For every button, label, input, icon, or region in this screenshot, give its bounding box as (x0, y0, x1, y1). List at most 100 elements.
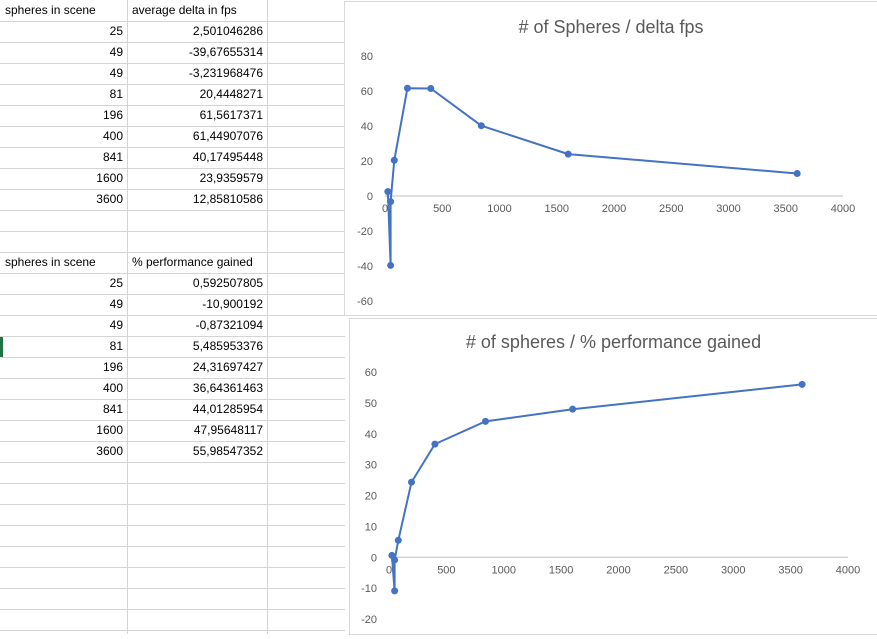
grid-row-line (0, 252, 345, 253)
grid-row-line (0, 504, 345, 505)
grid-row-line (0, 399, 345, 400)
data-cell[interactable]: 36,64361463 (192, 381, 263, 395)
data-cell[interactable]: -39,67655314 (188, 45, 263, 59)
data-cell[interactable]: 61,5617371 (199, 108, 263, 122)
data-cell[interactable]: 400 (102, 129, 123, 143)
data-point[interactable] (431, 440, 439, 448)
data-point[interactable] (798, 380, 806, 388)
grid-row-line (0, 567, 345, 568)
header-cell[interactable]: spheres in scene (5, 255, 96, 269)
data-point[interactable] (384, 188, 392, 196)
data-cell[interactable]: 25 (109, 276, 123, 290)
chart-performance-gained[interactable]: # of spheres / % performance gained -20 -1… (349, 318, 877, 635)
x-tick-label: 1500 (545, 203, 569, 215)
y-tick-label: 40 (365, 429, 377, 441)
data-cell[interactable]: 5,485953376 (192, 339, 263, 353)
grid-row-line (0, 441, 345, 442)
grid-row-line (0, 378, 345, 379)
data-point[interactable] (391, 587, 399, 595)
grid-row-line (0, 420, 345, 421)
grid-row-line (0, 126, 345, 127)
data-point[interactable] (390, 156, 398, 164)
data-cell[interactable]: 49 (109, 318, 123, 332)
x-tick-label: 2500 (659, 203, 683, 215)
data-cell[interactable]: 196 (102, 108, 123, 122)
data-point[interactable] (391, 556, 399, 564)
data-cell[interactable]: 23,9359579 (199, 171, 263, 185)
y-tick-label: 0 (367, 191, 373, 203)
data-cell[interactable]: -3,231968476 (188, 66, 263, 80)
data-cell[interactable]: 400 (102, 381, 123, 395)
data-cell[interactable]: 841 (102, 402, 123, 416)
data-cell[interactable]: 3600 (96, 192, 123, 206)
data-point[interactable] (477, 122, 485, 130)
y-tick-label: -40 (357, 261, 373, 273)
x-tick-label: 2000 (606, 564, 630, 576)
grid-row-line (0, 189, 345, 190)
x-tick-label: 0 (386, 564, 392, 576)
data-point[interactable] (403, 84, 411, 92)
header-cell[interactable]: average delta in fps (132, 3, 237, 17)
y-tick-label: 80 (361, 51, 373, 63)
data-cell[interactable]: 40,17495448 (192, 150, 263, 164)
data-cell[interactable]: -10,900192 (202, 297, 263, 311)
data-cell[interactable]: 81 (109, 339, 123, 353)
data-point[interactable] (482, 417, 490, 425)
spreadsheet-grid[interactable]: spheres in scene average delta in fps 25 2,… (0, 0, 345, 634)
grid-row-line (0, 21, 345, 22)
data-cell[interactable]: 841 (102, 150, 123, 164)
grid-row-line (0, 105, 345, 106)
grid-row-line (0, 336, 345, 337)
y-tick-label: -10 (361, 583, 377, 595)
x-tick-label: 1000 (492, 564, 516, 576)
data-cell[interactable]: 47,95648117 (193, 423, 263, 437)
data-cell[interactable]: 0,592507805 (192, 276, 263, 290)
data-cell[interactable]: 3600 (96, 444, 123, 458)
data-cell[interactable]: 49 (109, 45, 123, 59)
chart-delta-fps[interactable]: # of Spheres / delta fps -60 -40 -20 0 20 40 60… (344, 1, 877, 316)
data-point[interactable] (407, 478, 415, 486)
data-cell[interactable]: 55,98547352 (192, 444, 263, 458)
series-line (386, 87, 798, 266)
grid-row-line (0, 168, 345, 169)
data-point[interactable] (564, 150, 572, 158)
x-tick-label: 3500 (774, 203, 798, 215)
data-point[interactable] (793, 169, 801, 177)
header-cell[interactable]: spheres in scene (5, 3, 96, 17)
data-point[interactable] (387, 198, 395, 206)
grid-row-line (0, 42, 345, 43)
data-point[interactable] (387, 261, 395, 269)
data-cell[interactable]: 24,31697427 (192, 360, 263, 374)
data-point[interactable] (569, 405, 577, 413)
data-cell[interactable]: 20,4448271 (199, 87, 263, 101)
series-line (390, 383, 803, 591)
y-tick-label: 20 (361, 156, 373, 168)
data-cell[interactable]: 49 (109, 66, 123, 80)
data-cell[interactable]: -0,87321094 (195, 318, 263, 332)
grid-column-line (127, 0, 128, 634)
data-cell[interactable]: 12,85810586 (192, 192, 263, 206)
grid-row-line (0, 588, 345, 589)
x-tick-label: 4000 (831, 203, 855, 215)
header-cell[interactable]: % performance gained (132, 255, 253, 269)
data-cell[interactable]: 81 (109, 87, 123, 101)
data-cell[interactable]: 25 (109, 24, 123, 38)
x-tick-label: 1000 (487, 203, 511, 215)
data-cell[interactable]: 44,01285954 (192, 402, 263, 416)
data-cell[interactable]: 1600 (96, 423, 123, 437)
data-cell[interactable]: 49 (109, 297, 123, 311)
x-tick-label: 500 (433, 203, 451, 215)
data-cell[interactable]: 61,44907076 (192, 129, 263, 143)
x-tick-label: 500 (437, 564, 455, 576)
grid-row-line (0, 525, 345, 526)
data-cell[interactable]: 2,501046286 (192, 24, 263, 38)
data-cell[interactable]: 196 (102, 360, 123, 374)
data-point[interactable] (427, 84, 435, 92)
data-point[interactable] (394, 536, 402, 544)
x-tick-label: 4000 (836, 564, 860, 576)
grid-row-line (0, 609, 345, 610)
data-cell[interactable]: 1600 (96, 171, 123, 185)
y-tick-label: 60 (361, 86, 373, 98)
y-tick-label: -20 (361, 614, 377, 626)
chart-performance-gained-svg: # of spheres / % performance gained -20 -1… (361, 332, 860, 626)
